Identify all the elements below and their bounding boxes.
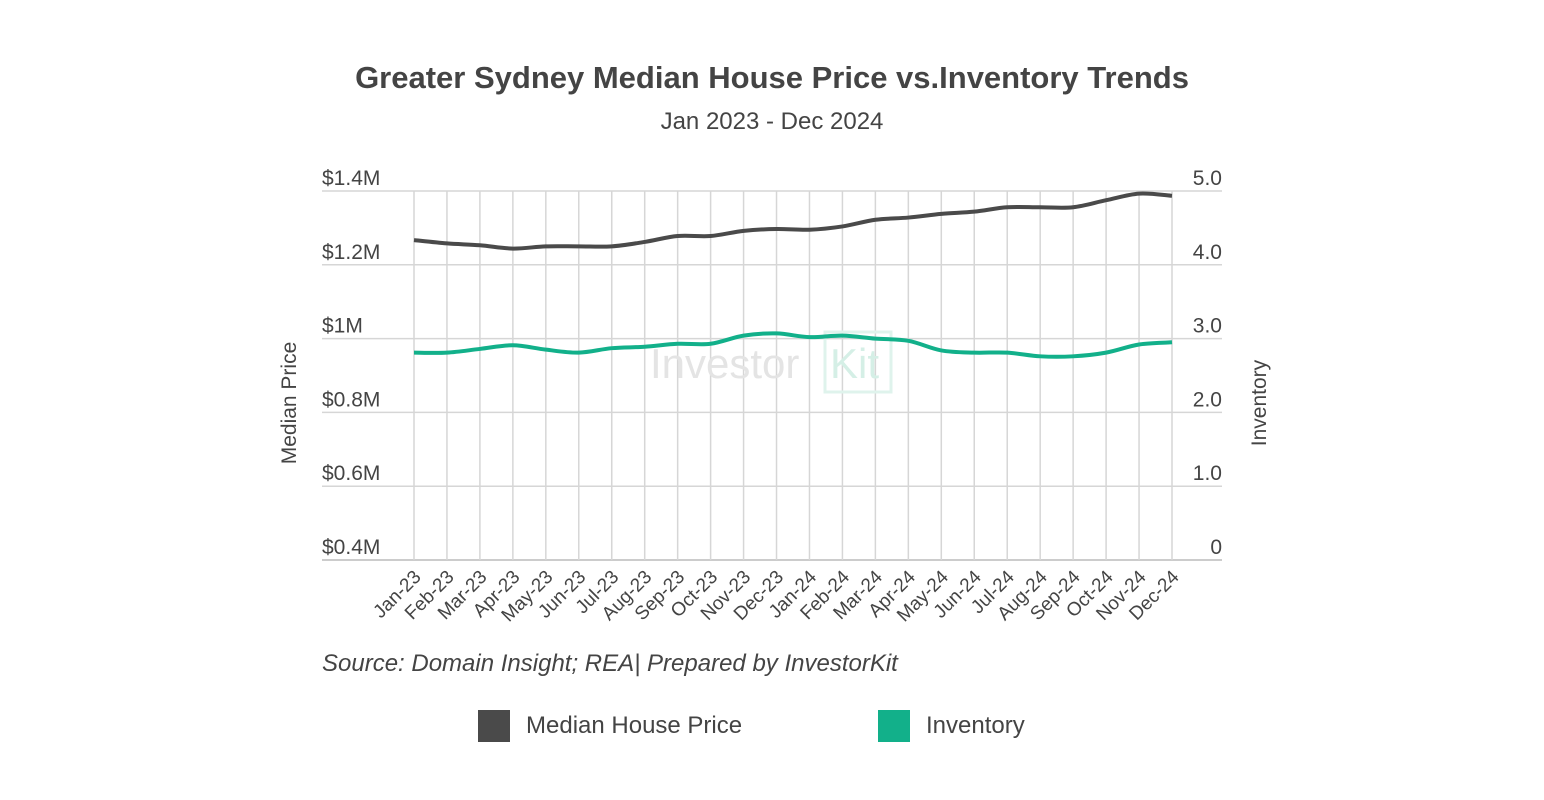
source-note: Source: Domain Insight; REA| Prepared by… (322, 650, 898, 677)
y-left-tick-label: $0.4M (322, 536, 380, 559)
legend-item-median-house-price[interactable]: Median House Price (478, 710, 742, 742)
chart-title: Greater Sydney Median House Price vs.Inv… (355, 60, 1189, 95)
y-right-tick-label: 2.0 (1193, 388, 1222, 411)
legend-label: Inventory (926, 712, 1025, 739)
watermark-logo-box (823, 330, 893, 394)
y-right-tick-label: 4.0 (1193, 241, 1222, 264)
legend-swatch-price (478, 710, 510, 742)
y-right-tick-label: 0 (1210, 536, 1222, 559)
y-left-tick-label: $1.2M (322, 241, 380, 264)
legend-item-inventory[interactable]: Inventory (878, 710, 1025, 742)
y-left-tick-label: $1.4M (322, 167, 380, 190)
watermark-text: Investor (650, 340, 799, 387)
y-left-tick-label: $0.8M (322, 388, 380, 411)
y-left-axis-title: Median Price (278, 342, 301, 465)
series-line-median-house-price (413, 191, 1173, 251)
watermark-logo-text: Kit (830, 340, 879, 387)
chart-subtitle: Jan 2023 - Dec 2024 (660, 108, 884, 135)
legend-swatch-inventory (878, 710, 910, 742)
y-left-tick-label: $0.6M (322, 462, 380, 485)
y-right-tick-label: 3.0 (1193, 315, 1222, 338)
series-line-inventory (413, 331, 1173, 359)
y-right-axis-title: Inventory (1248, 359, 1271, 446)
legend-label: Median House Price (526, 712, 743, 739)
y-right-tick-label: 5.0 (1193, 167, 1222, 190)
y-left-tick-label: $1M (322, 315, 363, 338)
y-right-tick-label: 1.0 (1193, 462, 1222, 485)
